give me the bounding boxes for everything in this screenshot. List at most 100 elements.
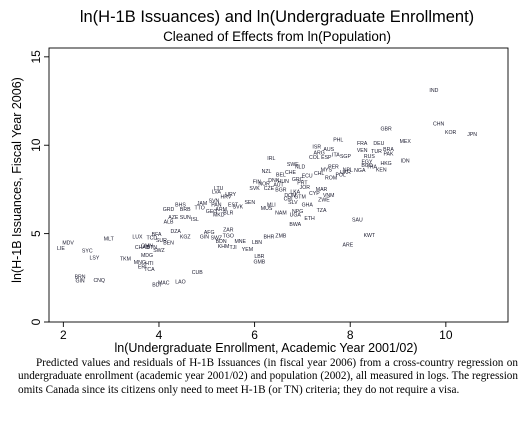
data-point-label: OMN [141, 243, 153, 249]
data-point-label: NAM [275, 211, 287, 217]
data-point-label: IRL [267, 156, 275, 162]
x-tick-label: 10 [439, 328, 453, 342]
data-point-label: BLR [223, 211, 233, 217]
data-point-label: LVA [212, 189, 222, 195]
data-point-label: SVK [233, 204, 244, 210]
data-point-label: GMB [253, 259, 265, 265]
data-point-label: KOR [445, 130, 456, 136]
data-point-label: ROM [325, 175, 337, 181]
data-point-label: CHN [433, 121, 444, 127]
data-point-label: ZMB [275, 234, 286, 240]
data-point-label: PER [328, 165, 339, 171]
data-point-label: BWA [289, 222, 301, 228]
data-point-label: CHE [285, 170, 296, 176]
data-point-label: DZA [171, 229, 182, 235]
data-point-label: ISR [312, 144, 321, 150]
x-tick-label: 4 [156, 328, 163, 342]
data-point-label: SWE [287, 162, 299, 168]
data-point-label: HRV [220, 195, 231, 201]
x-tick-label: 2 [60, 328, 67, 342]
data-point-label: CHL [314, 171, 324, 177]
data-point-label: JPN [467, 132, 477, 138]
data-point-label: BGR [275, 188, 286, 194]
data-point-label: BEL [276, 173, 286, 179]
data-point-label: SWZ [211, 235, 223, 241]
data-point-label: KGZ [180, 235, 191, 241]
data-point-label: MAR [316, 187, 328, 193]
data-point-label: HKG [380, 161, 391, 167]
data-point-label: PRT [297, 181, 308, 187]
data-point-label: CZE [264, 186, 275, 192]
data-point-label: NPG [292, 209, 303, 215]
data-point-label: FRA [357, 141, 368, 147]
data-point-label: FIN [253, 180, 262, 186]
data-point-label: LBR [254, 254, 264, 260]
data-point-label: DOM [284, 193, 296, 199]
data-point-label: GEO [206, 209, 218, 215]
data-point-label: UKR [340, 170, 351, 176]
data-point-label: TKM [120, 257, 131, 263]
data-point-label: DNK [268, 178, 279, 184]
data-point-label: TGO [223, 234, 234, 240]
y-tick-label: 15 [29, 50, 43, 64]
x-tick-label: 6 [251, 328, 258, 342]
data-point-label: ECU [302, 174, 313, 180]
data-point-label: VEN [357, 148, 368, 154]
data-point-label: GBR [380, 127, 391, 133]
data-point-label: MLI [267, 203, 276, 209]
data-point-label: NLD [295, 165, 306, 171]
data-point-label: ZAR [223, 227, 234, 233]
data-point-label: GTM [294, 195, 306, 201]
data-point-label: BDI [152, 282, 161, 288]
data-point-label: GIN [75, 279, 84, 285]
data-point-label: GIN [200, 235, 209, 241]
data-point-label: KWT [364, 233, 376, 239]
data-point-label: CRI [284, 197, 293, 203]
scatter-chart: ln(H-1B Issuances) and ln(Undergraduate … [10, 8, 509, 355]
data-point-label: TJI [229, 245, 236, 251]
data-point-label: VNM [323, 193, 335, 199]
data-point-label: BDN [216, 239, 227, 245]
data-point-label: SYC [82, 249, 93, 255]
data-point-label: ARE [342, 242, 353, 248]
data-point-label: CUB [192, 270, 203, 276]
data-point-label: TZA [317, 208, 327, 214]
data-point-label: AZE [168, 215, 179, 221]
data-point-label: BGD [361, 163, 372, 169]
data-point-label: PAK [383, 151, 394, 157]
data-point-label: LIE [57, 246, 65, 252]
data-point-label: SEN [244, 200, 255, 206]
data-point-label: MDV [62, 241, 74, 247]
data-point-label: PAN [211, 203, 222, 209]
data-point-label: NPL [343, 167, 353, 173]
data-point-label: IND [429, 88, 438, 94]
data-point-label: MUS [261, 206, 273, 212]
chart-title: ln(H-1B Issuances) and ln(Undergraduate … [80, 8, 474, 26]
data-point-label: LUX [132, 235, 143, 241]
data-point-label: JAM [197, 201, 207, 207]
data-point-label: ITA [332, 152, 340, 158]
data-point-label: BRN [75, 274, 86, 280]
data-point-label: SAU [352, 218, 363, 224]
data-point-label: MNE [234, 239, 246, 245]
x-axis: 2 4 6 8 10 [60, 322, 453, 342]
data-point-label: BHR [263, 235, 274, 241]
data-point-label: BTN [147, 245, 158, 251]
data-point-label: MDG [141, 253, 153, 259]
data-point-label: EGY [361, 159, 372, 165]
data-point-label: LSY [90, 256, 100, 262]
data-point-label: POL [335, 173, 345, 179]
data-point-label: SWZ [153, 248, 165, 254]
data-point-label: TTO [194, 205, 204, 211]
data-point-label: SGP [340, 154, 351, 160]
data-point-label: AFG [204, 230, 215, 236]
data-point-label: MKD [213, 212, 225, 218]
data-point-label: MAC [158, 280, 170, 286]
data-point-label: PHL [333, 137, 343, 143]
data-point-label: BEN [163, 241, 174, 247]
data-point-label: SUR [156, 238, 167, 244]
data-point-label: COL [309, 155, 320, 161]
data-point-label: MYS [321, 167, 333, 173]
data-point-label: ZWE [318, 197, 330, 203]
data-point-label: TCD [146, 235, 157, 241]
